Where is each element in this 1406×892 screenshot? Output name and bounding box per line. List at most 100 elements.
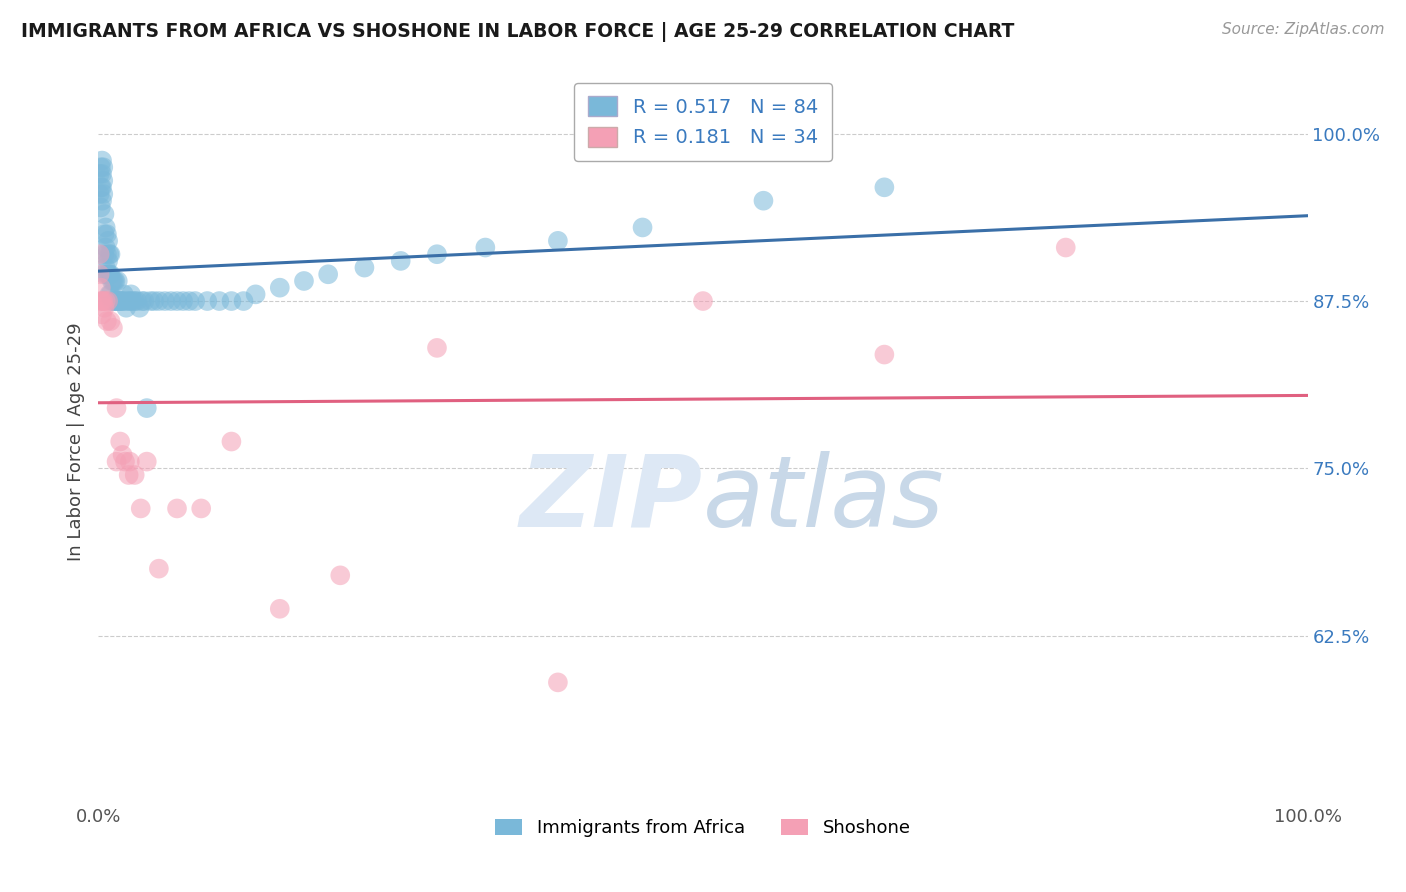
Point [153, 294, 176, 309]
Point [94, 260, 117, 275]
Point [93, 207, 115, 221]
Point [90, 161, 112, 175]
Point [104, 274, 127, 288]
Point [96, 247, 118, 261]
Point [148, 562, 170, 576]
Point [179, 294, 201, 309]
Point [329, 568, 352, 582]
Point [107, 294, 129, 309]
Point [111, 448, 134, 462]
Point [172, 294, 194, 309]
Point [124, 468, 146, 483]
Point [101, 321, 124, 335]
Point [108, 434, 131, 449]
Point [105, 401, 128, 416]
Point [166, 294, 188, 309]
Point [316, 268, 339, 282]
Point [90, 280, 112, 294]
Point [426, 247, 449, 261]
Point [389, 253, 412, 268]
Point [100, 314, 122, 328]
Point [292, 274, 315, 288]
Point [245, 287, 267, 301]
Point [131, 294, 153, 309]
Point [108, 294, 131, 309]
Point [93, 268, 115, 282]
Point [94, 220, 117, 235]
Point [118, 455, 141, 469]
Point [112, 287, 135, 301]
Point [118, 294, 141, 309]
Point [353, 260, 375, 275]
Point [98, 247, 121, 261]
Point [89, 187, 111, 202]
Point [100, 268, 122, 282]
Point [232, 294, 254, 309]
Point [91, 194, 114, 208]
Point [101, 294, 124, 309]
Point [269, 602, 291, 616]
Point [184, 294, 207, 309]
Point [118, 294, 141, 309]
Point [91, 180, 114, 194]
Point [100, 247, 122, 261]
Point [474, 241, 496, 255]
Point [120, 287, 142, 301]
Point [97, 253, 120, 268]
Point [547, 234, 569, 248]
Point [91, 161, 114, 175]
Point [100, 294, 122, 309]
Point [269, 280, 291, 294]
Point [111, 294, 134, 309]
Text: ZIP: ZIP [520, 450, 703, 548]
Point [108, 294, 131, 309]
Point [100, 287, 122, 301]
Point [139, 294, 162, 309]
Point [221, 434, 243, 449]
Point [93, 301, 115, 315]
Point [97, 294, 120, 309]
Point [90, 180, 112, 194]
Point [148, 294, 170, 309]
Point [134, 294, 156, 309]
Point [101, 274, 124, 288]
Point [98, 287, 121, 301]
Point [752, 194, 775, 208]
Text: Source: ZipAtlas.com: Source: ZipAtlas.com [1222, 22, 1385, 37]
Point [104, 294, 127, 309]
Point [143, 294, 166, 309]
Point [114, 455, 136, 469]
Point [547, 675, 569, 690]
Point [129, 501, 152, 516]
Point [692, 294, 714, 309]
Point [135, 455, 157, 469]
Point [873, 348, 896, 362]
Point [93, 227, 115, 241]
Point [195, 294, 218, 309]
Point [166, 501, 188, 516]
Point [118, 468, 141, 483]
Point [103, 274, 125, 288]
Point [94, 294, 117, 309]
Point [97, 268, 120, 282]
Point [631, 220, 654, 235]
Point [208, 294, 231, 309]
Point [1054, 241, 1077, 255]
Point [873, 180, 896, 194]
Point [114, 294, 136, 309]
Legend: Immigrants from Africa, Shoshone: Immigrants from Africa, Shoshone [488, 812, 918, 845]
Point [190, 501, 212, 516]
Point [90, 294, 112, 309]
Point [124, 294, 146, 309]
Text: IMMIGRANTS FROM AFRICA VS SHOSHONE IN LABOR FORCE | AGE 25-29 CORRELATION CHART: IMMIGRANTS FROM AFRICA VS SHOSHONE IN LA… [21, 22, 1015, 42]
Point [96, 314, 118, 328]
Point [426, 341, 449, 355]
Point [110, 294, 132, 309]
Point [93, 247, 115, 261]
Point [103, 294, 125, 309]
Point [91, 308, 114, 322]
Point [121, 294, 143, 309]
Point [91, 187, 114, 202]
Point [91, 153, 114, 168]
Point [89, 167, 111, 181]
